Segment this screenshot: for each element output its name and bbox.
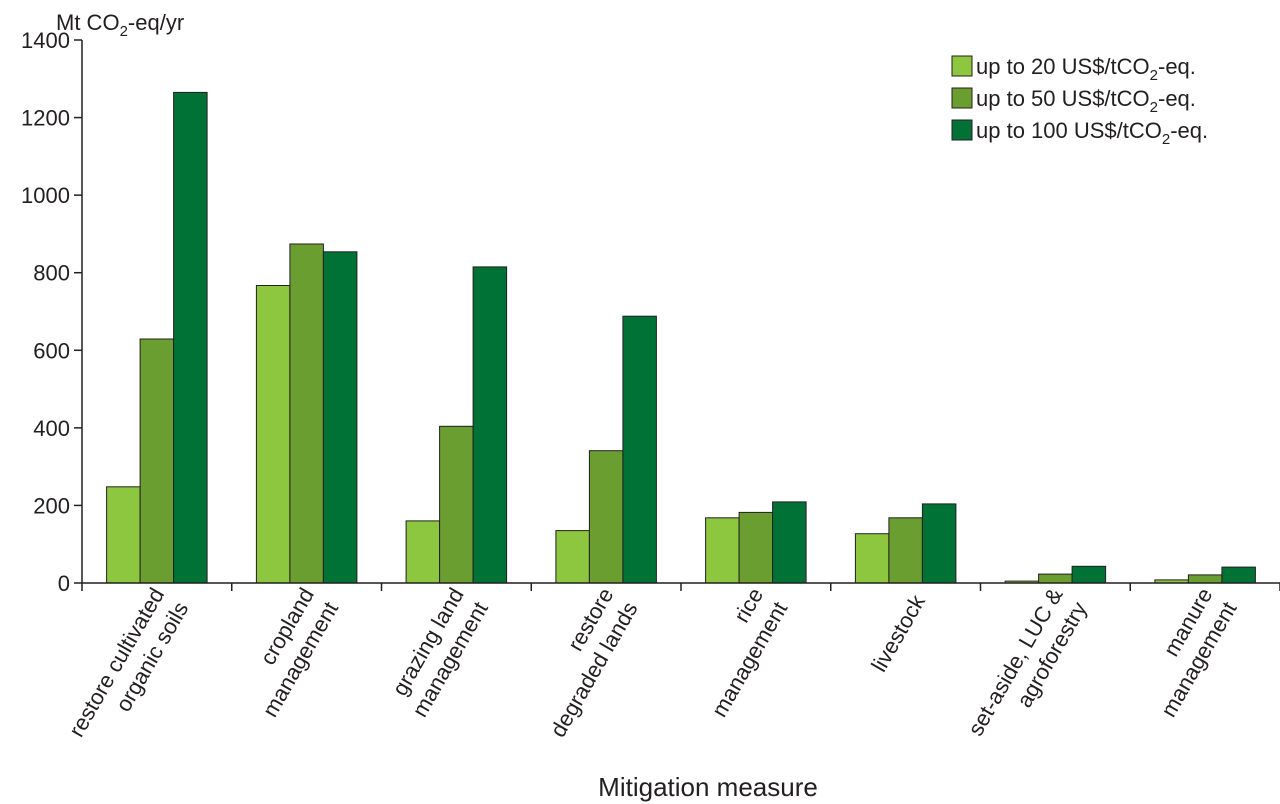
y-axis-title: Mt CO2-eq/yr: [56, 10, 184, 40]
y-tick-label: 600: [33, 338, 70, 363]
legend-swatch: [951, 87, 973, 109]
legend-label: up to 50 US$/tCO2-eq.: [976, 86, 1196, 116]
y-tick-label: 400: [33, 416, 70, 441]
bar: [1071, 565, 1107, 584]
y-axis-ticks: 0 200 400 600 800 1000 1200 1400: [21, 28, 82, 596]
bar: [1038, 573, 1073, 584]
bar: [738, 511, 774, 584]
bar: [439, 425, 474, 584]
bar: [1187, 574, 1223, 584]
bar: [555, 530, 590, 584]
bar: [888, 517, 923, 584]
bar: [139, 338, 175, 584]
bar: [772, 501, 807, 584]
y-axis-title-main: Mt CO: [56, 10, 120, 35]
y-axis-title-tail: -eq/yr: [128, 10, 184, 35]
bar: [854, 533, 890, 584]
bar: [106, 486, 141, 584]
y-tick-label: 1000: [21, 183, 70, 208]
legend-label: up to 100 US$/tCO2-eq.: [976, 118, 1208, 148]
x-axis-title: Mitigation measure: [598, 772, 818, 802]
bar: [472, 266, 508, 584]
y-tick-label: 0: [58, 571, 70, 596]
legend-swatch: [951, 119, 973, 141]
y-tick-label: 800: [33, 261, 70, 286]
bar: [622, 315, 657, 584]
y-axis-title-subscript: 2: [120, 23, 128, 40]
bar: [705, 517, 740, 584]
bar: [921, 503, 957, 584]
legend-swatch: [951, 55, 973, 77]
bars-layer: [106, 91, 1256, 584]
bar: [322, 251, 358, 584]
bar: [405, 520, 441, 584]
legend-label: up to 20 US$/tCO2-eq.: [976, 54, 1196, 84]
y-tick-label: 1200: [21, 106, 70, 131]
y-tick-label: 1400: [21, 28, 70, 53]
axes-layer: [81, 40, 1280, 591]
bar: [1221, 566, 1256, 584]
bar: [289, 243, 324, 584]
x-category-label: livestock: [866, 590, 930, 676]
x-category-label-line: livestock: [866, 590, 930, 676]
x-category-label: set-aside, LUC &agroforestry: [963, 583, 1092, 740]
bar: [255, 285, 291, 584]
bar: [173, 91, 208, 584]
bar: [588, 450, 624, 584]
y-tick-label: 200: [33, 493, 70, 518]
legend: up to 20 US$/tCO2-eq.up to 50 US$/tCO2-e…: [951, 54, 1208, 148]
